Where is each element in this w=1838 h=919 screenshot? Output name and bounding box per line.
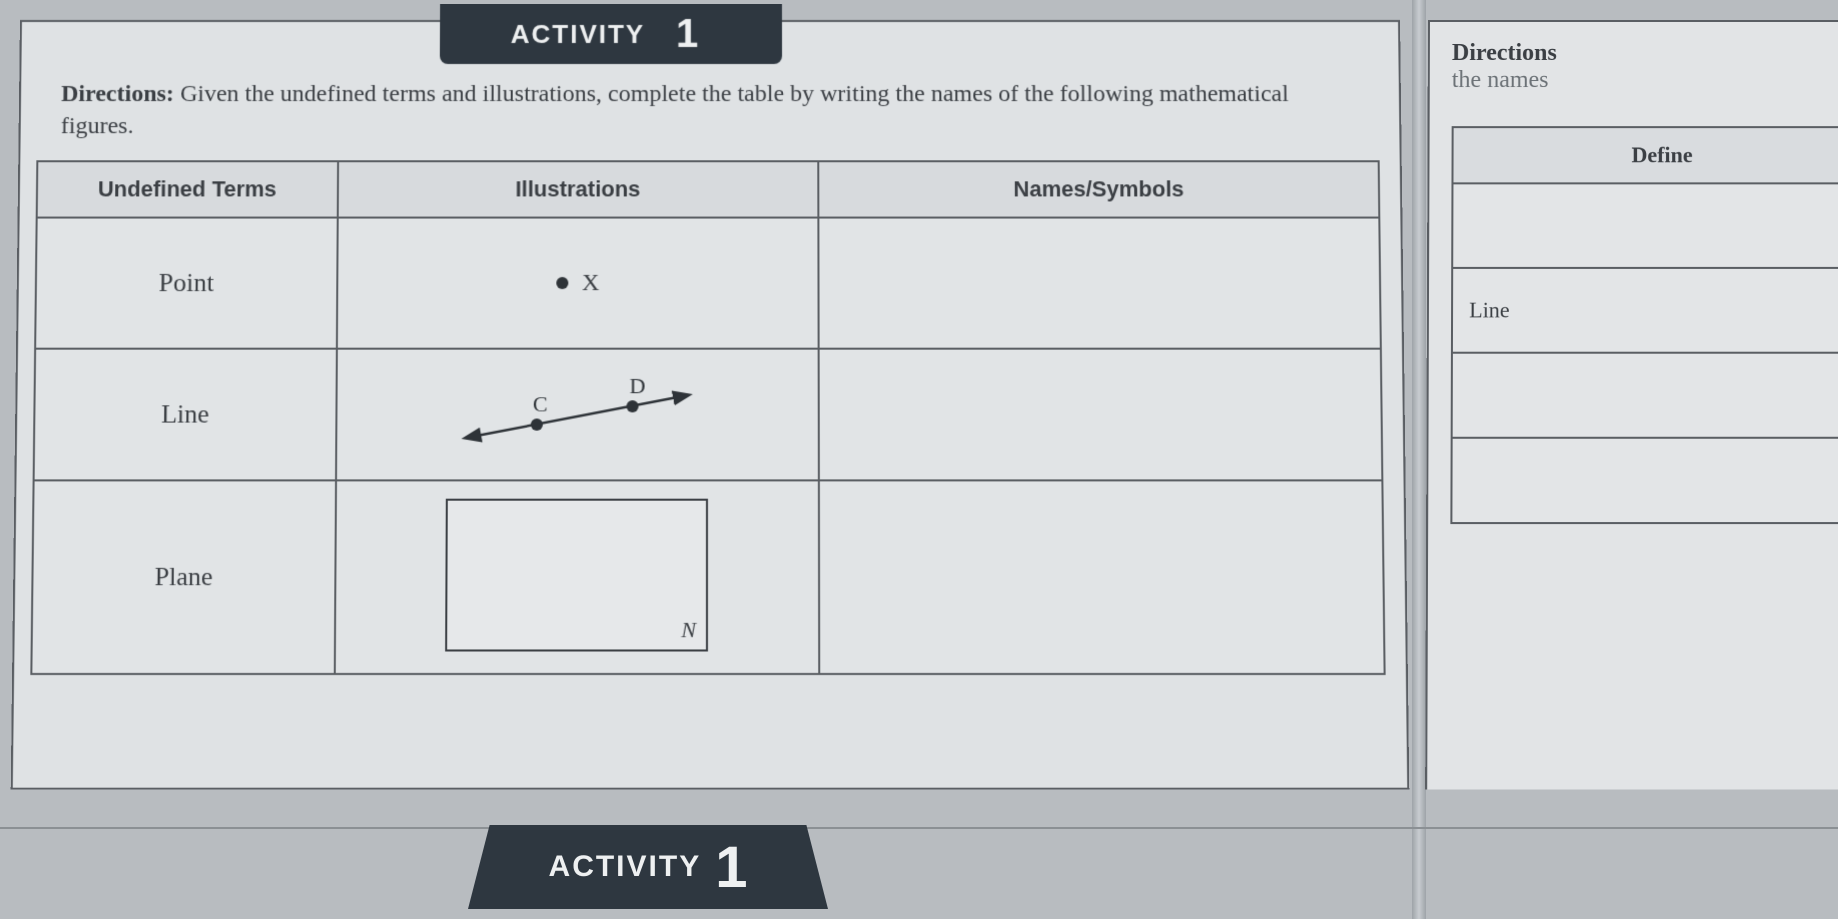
side-directions: Directions the names: [1452, 40, 1557, 94]
worksheet-page: ACTIVITY 1 Directions: Given the undefin…: [11, 20, 1410, 790]
activity-bottom-label: ACTIVITY: [549, 850, 702, 884]
term-cell: Point: [35, 218, 337, 349]
table-row: Line C: [34, 349, 1383, 481]
side-line1: Directions: [1452, 40, 1557, 67]
answer-cell[interactable]: [819, 349, 1383, 481]
adjacent-page-partial: Directions the names Define I Line A T: [1425, 20, 1838, 790]
side-cell: Line: [1452, 268, 1838, 353]
plane-rect-icon: N: [445, 498, 708, 651]
table-header-row: Undefined Terms Illustrations Names/Symb…: [37, 161, 1380, 217]
activity-label: ACTIVITY: [511, 19, 646, 50]
col-header-names: Names/Symbols: [818, 161, 1379, 217]
term-cell: Plane: [31, 480, 335, 674]
table-row: Point X: [35, 218, 1381, 349]
line-point-c: C: [533, 391, 548, 416]
illustration-point: X: [336, 218, 818, 349]
illustration-line: C D: [336, 349, 819, 481]
illustration-plane: N: [334, 480, 819, 674]
activity-number: 1: [663, 10, 711, 58]
side-cell: T: [1451, 438, 1838, 523]
page-crease: [1412, 0, 1426, 919]
side-cell: A: [1452, 353, 1838, 438]
side-line2: the names: [1452, 67, 1557, 94]
side-header: Define: [1452, 127, 1838, 183]
answer-cell[interactable]: [818, 218, 1380, 349]
col-header-illustrations: Illustrations: [337, 161, 818, 217]
directions-text: Directions: Given the undefined terms an…: [61, 78, 1360, 143]
undefined-terms-table: Undefined Terms Illustrations Names/Symb…: [30, 160, 1385, 675]
plane-label: N: [681, 616, 696, 643]
side-cell: I: [1452, 183, 1838, 268]
side-table: Define I Line A T: [1450, 126, 1838, 524]
point-label: X: [582, 269, 599, 295]
line-svg-icon: C D: [436, 366, 718, 457]
directions-body: Given the undefined terms and illustrati…: [61, 81, 1289, 140]
line-point-d: D: [630, 372, 646, 397]
activity-badge-top: ACTIVITY 1: [440, 4, 782, 64]
col-header-terms: Undefined Terms: [37, 161, 338, 217]
activity-bottom-number: 1: [715, 834, 747, 901]
term-cell: Line: [34, 349, 337, 481]
horizontal-divider: [0, 827, 1838, 829]
directions-bold: Directions:: [61, 81, 174, 107]
table-row: Plane N: [31, 480, 1384, 674]
activity-badge-bottom: ACTIVITY 1: [468, 825, 828, 909]
point-dot-icon: [556, 277, 568, 289]
answer-cell[interactable]: [819, 480, 1385, 674]
